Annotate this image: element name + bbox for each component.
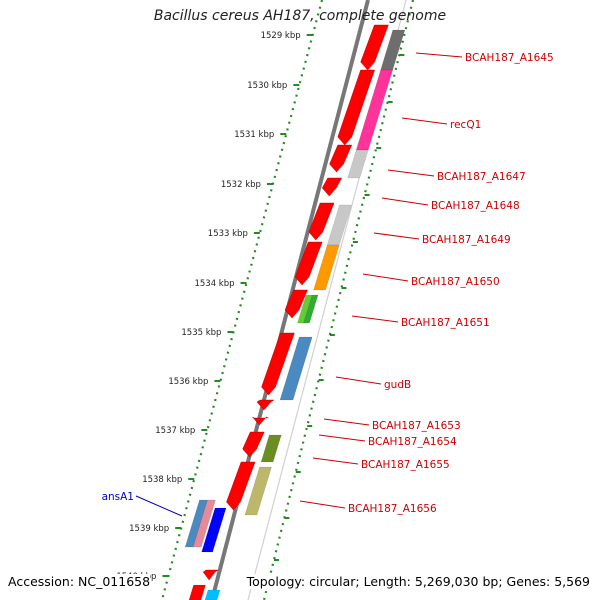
gene-block-olive [260,434,282,463]
gene-block-green [303,294,319,324]
gene-arrow [284,289,308,319]
gene-arrow [256,399,275,411]
gene-label: BCAH187_A1656 [348,503,437,515]
gene-label: recQ1 [450,119,481,131]
ruler-tick-label: 1531 kbp [234,130,274,140]
gene-label: BCAH187_A1655 [361,459,450,471]
gene-label-leader [299,500,346,509]
ruler-tick-label: 1534 kbp [194,279,234,289]
gene-arrow [261,332,295,396]
gene-label-leader [312,457,359,465]
gene-arrow [337,69,375,146]
gene-block-light [347,149,369,179]
topology-text: Topology: circular; Length: 5,269,030 bp… [246,574,590,589]
gene-label: BCAH187_A1647 [437,171,526,183]
gene-label: BCAH187_A1654 [368,436,457,448]
gene-label: BCAH187_A1651 [401,317,490,329]
ruler-tick-label: 1535 kbp [181,328,221,338]
gene-block-khaki [244,466,272,516]
gene-label-leader [135,495,183,517]
gene-block-orange [313,244,340,291]
ruler-tick-label: 1532 kbp [221,180,261,190]
gene-label-leader [351,315,399,323]
gene-label: ansA1 [102,491,134,503]
gene-block-salmon [192,499,216,548]
gene-arrow [252,416,269,426]
ruler-tick-label: 1533 kbp [208,229,248,239]
gene-label-leader [362,273,409,282]
gene-arrow [360,24,389,71]
gene-arrow [321,177,343,197]
gene-label-leader [387,169,435,177]
gene-label-leader [401,117,448,125]
gene-block-red [188,584,206,600]
inner-ruler-line [262,0,415,600]
gene-label-leader [335,376,382,385]
gene-block-blue [279,336,313,401]
gene-arrow [226,461,256,511]
gene-arrow [294,241,323,286]
ruler-tick-label: 1539 kbp [129,524,169,534]
gene-label: gudB [384,379,411,391]
accession-text: Accession: NC_011658 [8,574,151,589]
gene-label: BCAH187_A1653 [372,420,461,432]
gene-arrow [329,144,353,173]
ruler-tick-label: 1536 kbp [168,377,208,387]
ruler-tick-label: 1537 kbp [155,426,195,436]
gene-label: BCAH187_A1648 [431,200,520,212]
gene-label: BCAH187_A1650 [411,276,500,288]
gene-label-leader [373,232,420,240]
gene-label: BCAH187_A1649 [422,234,511,246]
gene-label-leader [318,434,366,442]
map-title: Bacillus cereus AH187, complete genome [153,8,447,24]
gene-label-leader [381,197,429,206]
gene-arrow [242,431,265,458]
gene-arrow [308,202,335,241]
gene-label-leader [323,418,370,426]
gene-block-blue-strong [201,507,227,553]
gene-label-leader [415,52,463,58]
gene-label: BCAH187_A1645 [465,52,554,64]
ruler-tick-label: 1529 kbp [261,31,301,41]
ruler-tick-label: 1538 kbp [142,475,182,485]
ruler-tick-label: 1530 kbp [247,81,287,91]
gene-arrow [202,569,219,581]
gene-block-cyan [204,589,221,600]
